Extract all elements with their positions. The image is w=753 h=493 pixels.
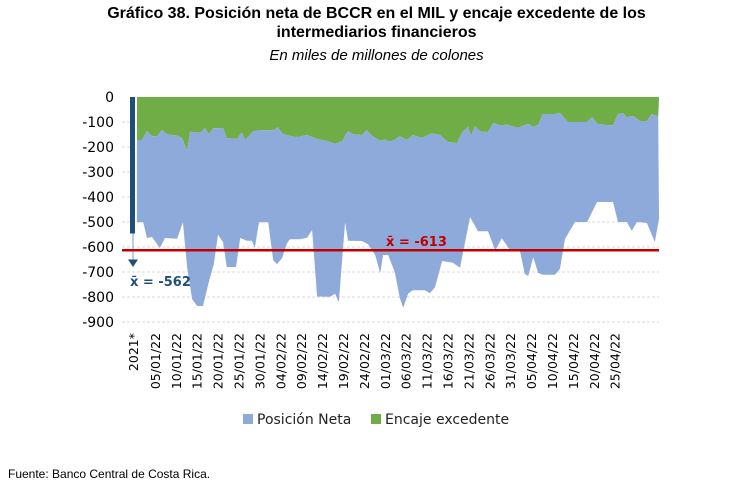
x-tick-label: 04/02/22 xyxy=(273,333,288,389)
x-tick-label: 16/03/22 xyxy=(441,333,456,389)
x-tick-label: 31/03/22 xyxy=(503,333,518,389)
x-tick-label: 11/03/22 xyxy=(420,333,435,389)
x-tick-label: 14/02/22 xyxy=(315,333,330,389)
x-tick-label: 06/03/22 xyxy=(399,333,414,389)
x-tick-label: 05/04/22 xyxy=(524,333,539,389)
x-tick-label: 24/02/22 xyxy=(357,333,372,389)
arrow-down-icon xyxy=(128,259,138,267)
legend-label-posicion-neta: Posición Neta xyxy=(257,412,351,428)
x-tick-label: 10/04/22 xyxy=(545,333,560,389)
mean-2021-bar xyxy=(130,97,135,234)
x-tick-label: 30/01/22 xyxy=(252,333,267,389)
x-tick-label: 25/01/22 xyxy=(232,333,247,389)
x-tick-label: 20/04/22 xyxy=(587,333,602,389)
chart-subtitle: En miles de millones de colones xyxy=(269,47,484,64)
chart-title-line1: Gráfico 38. Posición neta de BCCR en el … xyxy=(107,5,646,22)
x-tick-label: 09/02/22 xyxy=(294,333,309,389)
x-tick-label: 15/04/22 xyxy=(566,333,581,389)
chart-title-line2: intermediarios financieros xyxy=(276,24,477,41)
area-posicion-neta xyxy=(136,112,659,308)
y-tick-label: -400 xyxy=(82,190,114,206)
x-tick-label: 10/01/22 xyxy=(169,333,184,389)
mean-2021-label: x̄ = -562 xyxy=(130,275,191,290)
x-tick-label: 01/03/22 xyxy=(378,333,393,389)
area-encaje-excedente xyxy=(136,97,659,151)
legend-swatch-posicion-neta xyxy=(243,414,253,424)
y-tick-label: -200 xyxy=(82,140,114,156)
source-note: Fuente: Banco Central de Costa Rica. xyxy=(8,467,211,481)
legend-label-encaje-excedente: Encaje excedente xyxy=(385,412,509,428)
mean-2022-label: x̄ = -613 xyxy=(386,235,447,250)
chart-title: Gráfico 38. Posición neta de BCCR en el … xyxy=(0,4,753,42)
y-tick-label: -100 xyxy=(82,115,114,131)
x-tick-label: 05/01/22 xyxy=(148,333,163,389)
x-tick-label: 21/03/22 xyxy=(461,333,476,389)
y-tick-label: -500 xyxy=(82,215,114,231)
x-tick-label: 2021* xyxy=(126,333,141,371)
legend-swatch-encaje-excedente xyxy=(371,414,381,424)
x-tick-label: 25/04/22 xyxy=(608,333,623,389)
y-tick-label: -600 xyxy=(82,240,114,256)
y-tick-label: -300 xyxy=(82,165,114,181)
x-tick-label: 20/01/22 xyxy=(211,333,226,389)
y-tick-label: 0 xyxy=(105,90,114,106)
y-tick-label: -800 xyxy=(82,290,114,306)
y-tick-label: -900 xyxy=(82,315,114,331)
x-tick-label: 26/03/22 xyxy=(482,333,497,389)
x-tick-label: 19/02/22 xyxy=(336,333,351,389)
y-tick-label: -700 xyxy=(82,265,114,281)
x-tick-label: 15/01/22 xyxy=(190,333,205,389)
